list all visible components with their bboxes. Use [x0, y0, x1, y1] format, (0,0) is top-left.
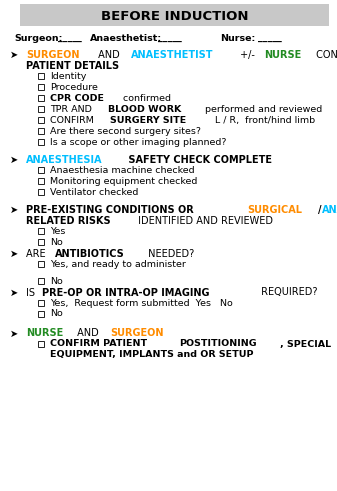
Text: ANAESTHESIA: ANAESTHESIA [26, 155, 102, 165]
FancyBboxPatch shape [20, 4, 329, 26]
Text: performed and reviewed: performed and reviewed [203, 105, 323, 114]
Text: _____: _____ [58, 34, 82, 43]
Text: PRE-OP OR INTRA-OP IMAGING: PRE-OP OR INTRA-OP IMAGING [42, 288, 209, 298]
Text: +/-: +/- [238, 50, 258, 60]
Text: NURSE: NURSE [265, 50, 302, 60]
Text: Yes,  Request form submitted  Yes   No: Yes, Request form submitted Yes No [50, 299, 233, 307]
Text: CONFIRM PATIENT: CONFIRM PATIENT [50, 339, 150, 349]
Bar [38, 106, 44, 112]
Text: ANTIBIOTICS: ANTIBIOTICS [55, 249, 125, 259]
Bar [38, 178, 44, 184]
Text: AND: AND [95, 50, 123, 60]
Text: TPR AND: TPR AND [50, 105, 95, 114]
Text: Anaesthetist:: Anaesthetist: [90, 34, 162, 43]
Text: SURGEON: SURGEON [110, 328, 163, 338]
Text: BLOOD WORK: BLOOD WORK [108, 105, 181, 114]
Text: SURGICAL: SURGICAL [247, 205, 302, 215]
Text: IDENTIFIED AND REVIEWED: IDENTIFIED AND REVIEWED [135, 216, 273, 226]
Text: SURGERY SITE: SURGERY SITE [111, 116, 187, 125]
Text: No: No [50, 309, 63, 319]
Text: ➤: ➤ [10, 328, 18, 338]
Text: CONFIRM: CONFIRM [313, 50, 337, 60]
Bar [38, 239, 44, 245]
Text: Procedure: Procedure [50, 83, 98, 92]
Bar [38, 139, 44, 145]
Text: AND: AND [74, 328, 102, 338]
Text: NURSE: NURSE [26, 328, 63, 338]
Text: ANAESTHESIA: ANAESTHESIA [322, 205, 337, 215]
Bar [38, 117, 44, 123]
Text: Are there second surgery sites?: Are there second surgery sites? [50, 127, 201, 136]
Text: , SPECIAL: , SPECIAL [280, 339, 331, 349]
Text: PATIENT DETAILS: PATIENT DETAILS [26, 61, 119, 71]
Text: No: No [50, 276, 63, 285]
Bar [38, 340, 44, 347]
Text: ➤: ➤ [10, 50, 18, 60]
Text: POSTITIONING: POSTITIONING [180, 339, 257, 349]
Text: CONFIRM: CONFIRM [50, 116, 97, 125]
Text: _____: _____ [258, 34, 282, 43]
Bar [38, 84, 44, 90]
Text: No: No [50, 238, 63, 247]
Text: EQUIPMENT, IMPLANTS and OR SETUP: EQUIPMENT, IMPLANTS and OR SETUP [50, 351, 253, 359]
Bar [38, 189, 44, 195]
Text: Yes, and ready to administer: Yes, and ready to administer [50, 260, 186, 269]
Text: _____: _____ [158, 34, 182, 43]
Bar [38, 73, 44, 79]
Text: SAFETY CHECK COMPLETE: SAFETY CHECK COMPLETE [125, 155, 272, 165]
Text: ➤: ➤ [10, 155, 18, 165]
Text: NEEDED?: NEEDED? [145, 249, 194, 259]
Text: Identity: Identity [50, 72, 86, 81]
Text: CPR CODE: CPR CODE [50, 94, 104, 103]
Text: L / R,  front/hind limb: L / R, front/hind limb [209, 116, 315, 125]
Bar [38, 167, 44, 173]
Bar [38, 310, 44, 317]
Text: RELATED RISKS: RELATED RISKS [26, 216, 111, 226]
Bar [38, 228, 44, 234]
Text: BEFORE INDUCTION: BEFORE INDUCTION [101, 9, 248, 23]
Bar [38, 128, 44, 134]
Bar [38, 261, 44, 267]
Text: ➤: ➤ [10, 249, 18, 259]
Text: /: / [318, 205, 321, 215]
Text: ARE: ARE [26, 249, 49, 259]
Text: Surgeon:: Surgeon: [14, 34, 62, 43]
Text: Is a scope or other imaging planned?: Is a scope or other imaging planned? [50, 138, 226, 147]
Bar [38, 300, 44, 305]
Text: IS: IS [26, 288, 38, 298]
Text: Ventilator checked: Ventilator checked [50, 188, 139, 197]
Text: REQUIRED?: REQUIRED? [258, 288, 317, 298]
Text: ANAESTHETIST: ANAESTHETIST [131, 50, 214, 60]
Text: SURGEON: SURGEON [26, 50, 80, 60]
Text: ➤: ➤ [10, 205, 18, 215]
Text: ➤: ➤ [10, 288, 18, 298]
Bar [38, 95, 44, 101]
Text: PRE-EXISTING CONDITIONS OR: PRE-EXISTING CONDITIONS OR [26, 205, 197, 215]
Text: Yes: Yes [50, 227, 65, 236]
Bar [38, 277, 44, 283]
Text: Nurse:: Nurse: [220, 34, 255, 43]
Text: Monitoring equipment checked: Monitoring equipment checked [50, 177, 197, 186]
Text: Anaesthesia machine checked: Anaesthesia machine checked [50, 166, 195, 175]
Text: confirmed: confirmed [120, 94, 171, 103]
